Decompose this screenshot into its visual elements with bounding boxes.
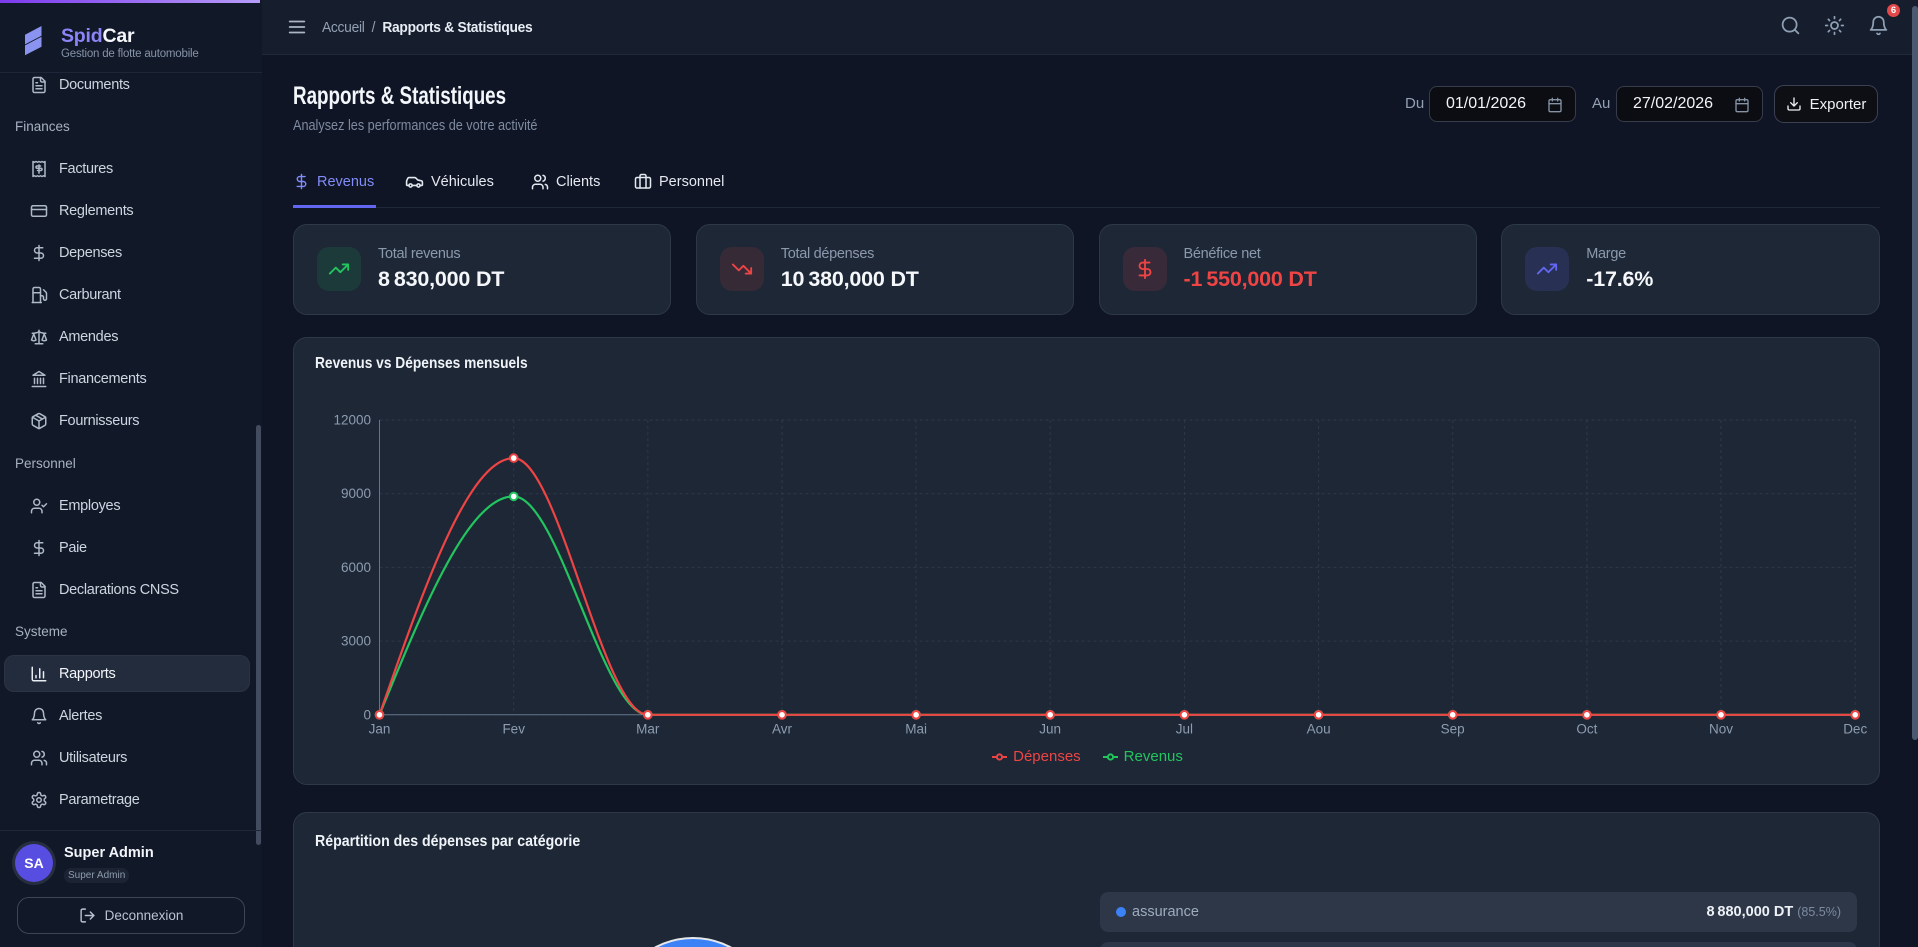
svg-text:Jun: Jun bbox=[1039, 722, 1061, 737]
svg-text:Sep: Sep bbox=[1441, 722, 1465, 737]
svg-text:Mai: Mai bbox=[905, 722, 927, 737]
svg-text:12000: 12000 bbox=[333, 413, 371, 428]
svg-text:Mar: Mar bbox=[636, 722, 660, 737]
svg-text:0: 0 bbox=[363, 707, 371, 722]
svg-text:Oct: Oct bbox=[1576, 722, 1597, 737]
svg-text:Avr: Avr bbox=[772, 722, 793, 737]
svg-text:Jul: Jul bbox=[1176, 722, 1193, 737]
svg-text:3000: 3000 bbox=[341, 634, 371, 649]
svg-text:Aou: Aou bbox=[1307, 722, 1331, 737]
svg-text:Dec: Dec bbox=[1843, 722, 1867, 737]
svg-text:Nov: Nov bbox=[1709, 722, 1733, 737]
svg-text:9000: 9000 bbox=[341, 486, 371, 501]
svg-text:Jan: Jan bbox=[369, 722, 391, 737]
svg-text:Fev: Fev bbox=[502, 722, 525, 737]
svg-text:6000: 6000 bbox=[341, 560, 371, 575]
